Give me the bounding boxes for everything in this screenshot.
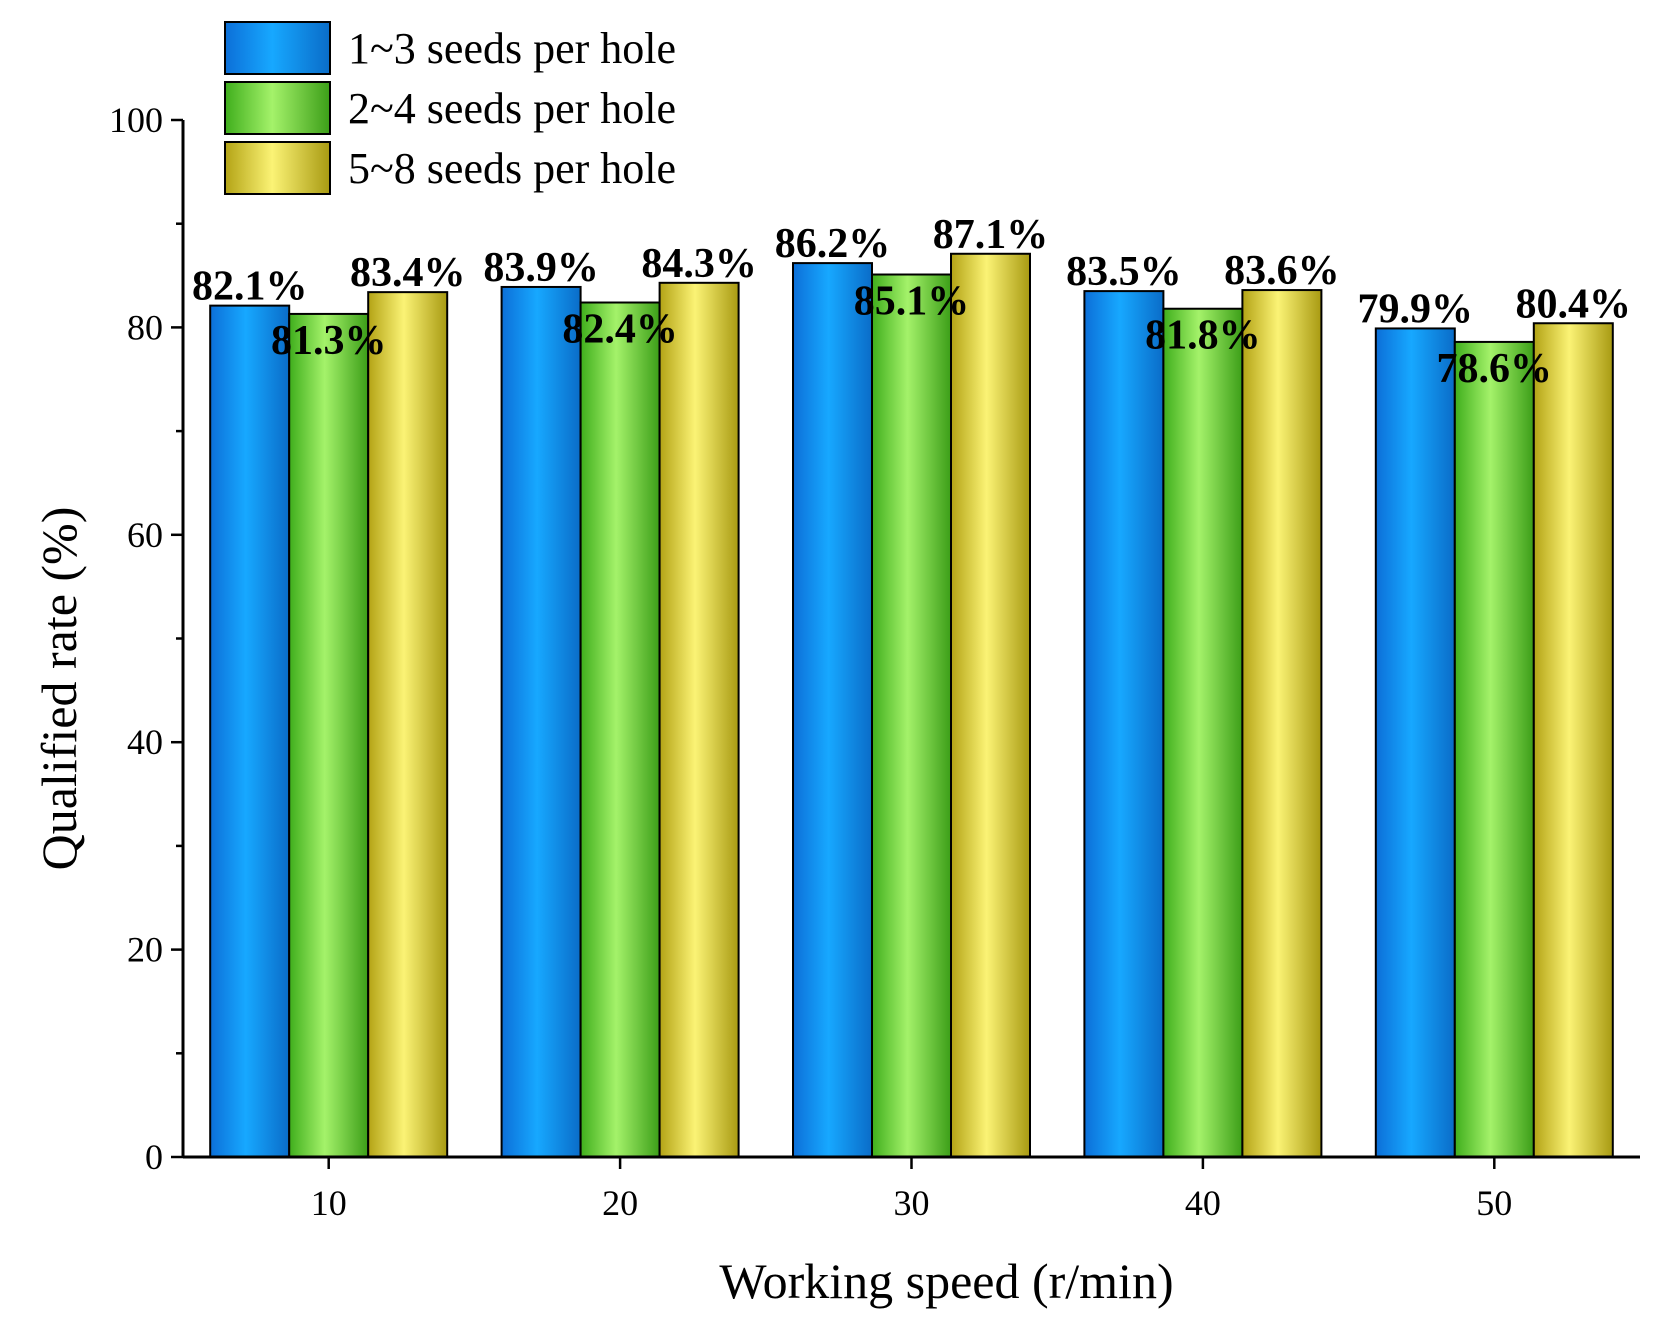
legend-swatch-series3 [224,141,331,195]
data-label-series1-40: 83.5% [1066,249,1182,295]
bar-series3-50 [1532,322,1614,1158]
y-tick-label-0: 0 [145,1137,163,1177]
data-label-series1-50: 79.9% [1358,286,1474,332]
data-label-series1-10: 82.1% [192,264,308,310]
legend-label-series3: 5~8 seeds per hole [348,144,676,193]
bar-series1-10 [209,304,291,1158]
y-tick-label-20: 20 [127,930,163,970]
bar-series2-40 [1162,307,1244,1158]
x-axis-title: Working speed (r/min) [719,1253,1173,1309]
x-tick-label-50: 50 [1476,1183,1512,1223]
data-label-series1-30: 86.2% [775,221,891,267]
data-label-series3-20: 84.3% [641,241,757,287]
bar-series3-20 [658,281,740,1158]
legend-label-series2: 2~4 seeds per hole [348,84,676,133]
data-label-series3-10: 83.4% [350,250,466,296]
bar-series1-30 [792,262,873,1158]
data-label-series2-50: 78.6% [1437,346,1553,392]
data-label-series3-40: 83.6% [1224,248,1340,294]
y-tick-label-40: 40 [127,722,163,762]
legend-label-series1: 1~3 seeds per hole [348,24,676,73]
bar-series3-40 [1241,289,1323,1158]
x-tick-label-30: 30 [894,1183,930,1223]
bar-series3-30 [950,252,1031,1158]
data-label-series2-10: 81.3% [271,318,387,364]
bar-series1-40 [1083,290,1165,1159]
bar-series1-20 [500,285,582,1159]
y-tick-label-100: 100 [109,100,163,140]
y-tick-label-80: 80 [127,307,163,347]
data-label-series3-50: 80.4% [1516,281,1632,327]
y-axis-title: Qualified rate (%) [31,507,87,871]
data-label-series3-30: 87.1% [933,212,1049,258]
data-label-series2-40: 81.8% [1145,313,1261,359]
bar-series3-10 [367,291,449,1158]
bar-series2-30 [871,273,952,1158]
x-tick-label-20: 20 [602,1183,638,1223]
data-label-series2-30: 85.1% [854,279,970,325]
bar-series2-20 [579,301,661,1158]
legend-swatch-series1 [224,21,331,75]
legend-swatch-series2 [224,81,331,135]
x-tick-label-40: 40 [1185,1183,1221,1223]
bar-series2-50 [1453,340,1535,1158]
bar-series2-10 [288,312,370,1158]
data-label-series2-20: 82.4% [562,307,678,353]
data-label-series1-20: 83.9% [483,245,599,291]
y-tick-label-60: 60 [127,515,163,555]
x-tick-label-10: 10 [311,1183,347,1223]
bar-series1-50 [1374,327,1456,1158]
